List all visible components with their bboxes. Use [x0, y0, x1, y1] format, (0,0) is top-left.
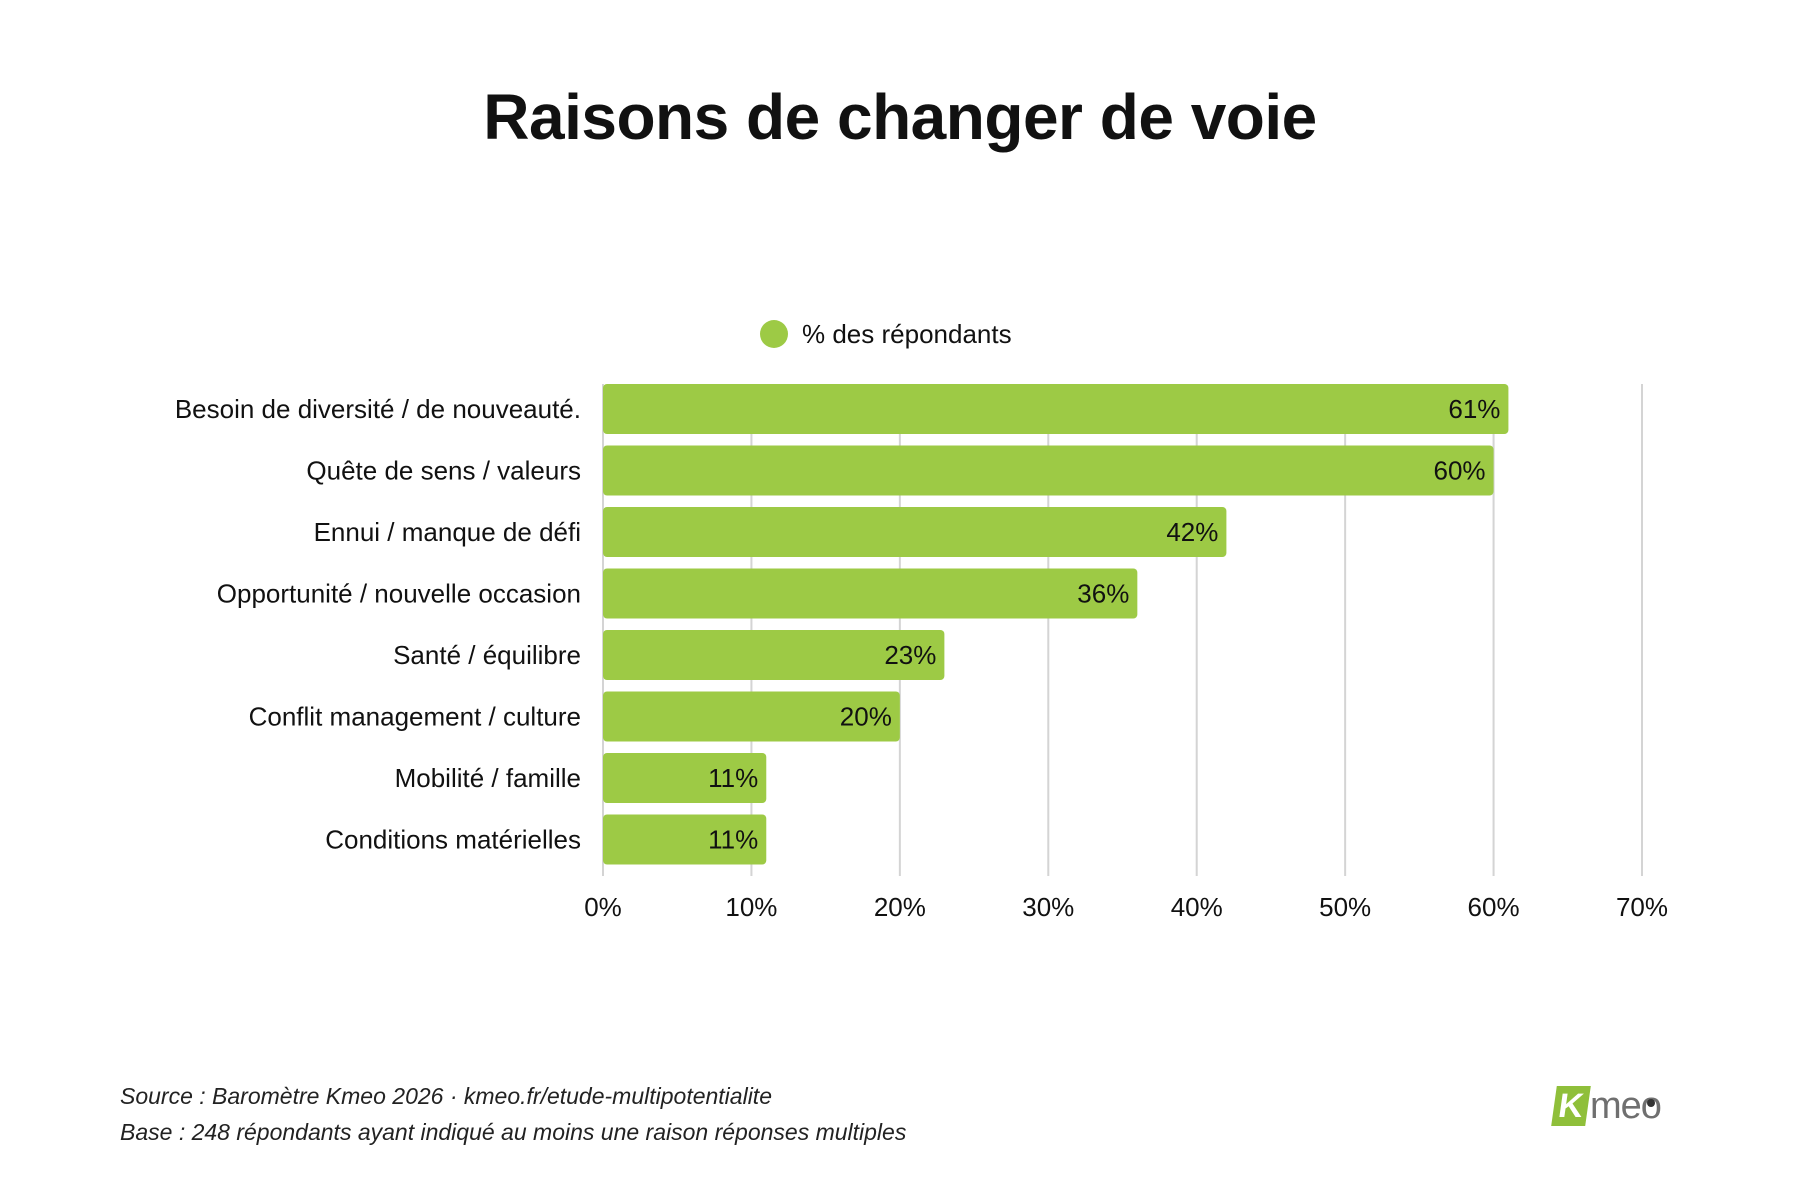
bar: [603, 814, 767, 865]
x-tick-label: 60%: [1468, 892, 1520, 922]
bar-value-label: 60%: [1434, 456, 1486, 486]
x-tick-label: 50%: [1319, 892, 1371, 922]
bar-value-label: 11%: [708, 825, 758, 855]
logo-dot: [1646, 1099, 1655, 1107]
bar-value-label: 23%: [884, 640, 936, 670]
bar: [603, 753, 767, 803]
footer: Source : Baromètre Kmeo 2026 · kmeo.fr/e…: [120, 1078, 906, 1150]
legend-swatch: [760, 320, 788, 348]
bar: [603, 568, 1138, 619]
x-tick-label: 40%: [1171, 892, 1223, 922]
category-label: Besoin de diversité / de nouveauté.: [175, 394, 581, 424]
bar: [603, 691, 900, 742]
legend-label: % des répondants: [802, 318, 1012, 349]
x-tick-label: 70%: [1616, 892, 1668, 922]
x-tick-label: 0%: [584, 892, 622, 922]
category-label: Opportunité / nouvelle occasion: [217, 579, 581, 609]
bar: [603, 384, 1509, 434]
bar: [603, 445, 1494, 496]
bars: 61% 60% 42% 36% 23% 20% 11% 11%: [603, 384, 1509, 865]
base-note: Base : 248 répondants ayant indiqué au m…: [120, 1119, 907, 1145]
bar-value-label: 61%: [1448, 394, 1500, 424]
x-tick-label: 30%: [1022, 892, 1074, 922]
bar-value-label: 20%: [840, 702, 892, 732]
category-label: Conditions matérielles: [325, 825, 581, 855]
bar-chart: 61% 60% 42% 36% 23% 20% 11% 11% Besoin de diver…: [175, 384, 1668, 922]
chart-title: Raisons de changer de voie: [483, 81, 1317, 153]
source-note: Source : Baromètre Kmeo 2026 · kmeo.fr/e…: [120, 1083, 772, 1109]
logo-mark: K: [1551, 1086, 1591, 1126]
category-label: Ennui / manque de défi: [314, 517, 581, 547]
category-label: Mobilité / famille: [395, 763, 581, 793]
bar-value-label: 42%: [1166, 517, 1218, 547]
bar: [603, 630, 945, 680]
category-label: Santé / équilibre: [393, 640, 581, 670]
x-tick-label: 20%: [874, 892, 926, 922]
x-axis-ticks: 0% 10% 20% 30% 40% 50% 60% 70%: [584, 892, 1668, 922]
legend: % des répondants: [760, 314, 1012, 354]
category-labels: Besoin de diversité / de nouveauté. Quête…: [175, 394, 581, 855]
category-label: Quête de sens / valeurs: [306, 456, 581, 486]
x-tick-label: 10%: [725, 892, 777, 922]
kmeo-logo: K meo: [1551, 1083, 1662, 1129]
bar: [603, 507, 1227, 557]
category-label: Conflit management / culture: [249, 702, 581, 732]
bar-value-label: 36%: [1077, 579, 1129, 609]
bar-value-label: 11%: [708, 763, 758, 793]
